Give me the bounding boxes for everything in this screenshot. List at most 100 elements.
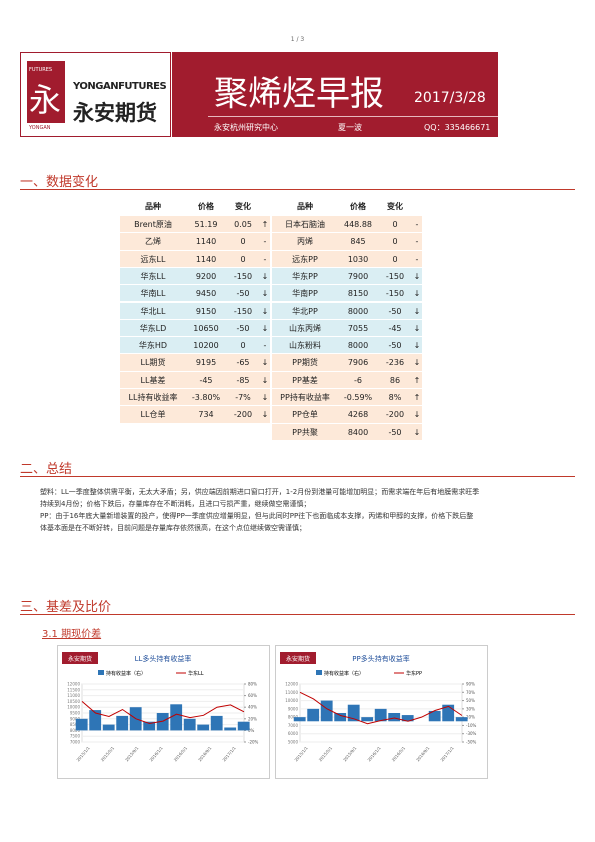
table-cell: 山东粉料: [289, 341, 321, 351]
section-rule: [20, 614, 575, 615]
table-header: 价格: [198, 202, 214, 211]
table-row-bg: [272, 233, 422, 250]
table-cell: -50: [236, 323, 250, 333]
table-cell: -: [263, 254, 267, 264]
table-cell: -150: [233, 306, 253, 316]
table-cell: 远东PP: [292, 254, 318, 264]
table-cell: -: [263, 237, 267, 247]
table-cell: -150: [233, 271, 253, 281]
table-cell: ↓: [413, 323, 421, 333]
section-heading: 一、数据变化: [20, 175, 99, 190]
chart-logo: [280, 652, 316, 664]
table-cell: ↓: [261, 393, 269, 402]
legend-label: 华东PP: [406, 670, 422, 677]
x-tick-label: 2017/1/1: [221, 745, 237, 762]
legend-swatch: [316, 670, 322, 675]
table-cell: ↓: [413, 306, 421, 316]
table-row-bg: [120, 285, 270, 302]
table-cell: 8000: [347, 341, 369, 351]
table-cell: ↓: [261, 289, 269, 299]
y2-tick-label: 70%: [466, 690, 475, 695]
yield-bar: [156, 713, 169, 731]
table-cell: 华东LD: [139, 323, 167, 333]
table-row-bg: [272, 267, 422, 285]
y-tick-label: 12000: [67, 682, 80, 687]
y2-tick-label: 90%: [466, 682, 475, 687]
table-cell: 8400: [347, 427, 369, 437]
table-cell: -7%: [235, 393, 251, 402]
section-heading: 二、总结: [20, 462, 73, 477]
table-cell: -50: [388, 306, 402, 316]
y-tick-label: 6000: [288, 731, 299, 736]
x-tick-label: 2015/5/1: [100, 745, 116, 762]
logo-futures: FUTURES: [29, 67, 53, 73]
table-row-bg: [272, 337, 422, 354]
table-cell: 10200: [193, 341, 219, 351]
table-cell: LL基差: [140, 375, 166, 385]
yield-bar: [293, 717, 306, 722]
y-tick-label: 12000: [285, 682, 298, 687]
y2-tick-label: 0%: [248, 728, 255, 733]
table-cell: 华东PP: [292, 271, 318, 281]
table-cell: -6: [354, 375, 362, 385]
price-line: [299, 691, 463, 725]
table-cell: 0: [240, 254, 246, 264]
author: 夏一波: [338, 123, 362, 132]
yield-bar: [170, 704, 183, 731]
chart-logo-text: 永安期货: [68, 655, 92, 663]
table-cell: 远东LL: [140, 254, 166, 264]
table-cell: 845: [350, 237, 366, 247]
yield-bar: [183, 718, 196, 731]
table-cell: 10650: [193, 323, 219, 333]
table-cell: LL持有收益率: [128, 393, 178, 402]
table-cell: -200: [233, 410, 253, 420]
table-cell: PP基差: [292, 375, 318, 385]
table-row-bg: [272, 371, 422, 388]
table-cell: -45: [199, 375, 213, 385]
chart-logo-text: 永安期货: [286, 655, 310, 663]
subsection-heading: 3.1 期现价差: [42, 629, 102, 640]
table-cell: 1030: [347, 254, 369, 264]
table-cell: -0.59%: [343, 393, 373, 402]
y2-tick-label: -30%: [466, 731, 477, 736]
page-number: 1 / 3: [290, 36, 305, 43]
yield-bar: [307, 708, 320, 722]
table-cell: ↓: [413, 410, 421, 420]
y-tick-label: 10000: [67, 705, 80, 710]
yield-bar: [334, 713, 347, 722]
legend-label: 持有收益率（右）: [106, 670, 146, 677]
yield-bar: [347, 704, 360, 722]
y-tick-label: 8000: [70, 728, 81, 733]
table-row-bg: [272, 216, 422, 233]
y-tick-label: 7500: [70, 734, 81, 739]
y2-tick-label: 80%: [248, 682, 257, 687]
table-cell: -236: [385, 358, 405, 368]
table-cell: 华东LL: [140, 271, 166, 281]
table-cell: 0.05: [234, 220, 252, 229]
y2-tick-label: -10%: [466, 723, 477, 728]
table-row-bg: [120, 267, 270, 285]
logo-char: 永: [29, 81, 62, 119]
qq: QQ：335466671: [424, 123, 491, 132]
y2-tick-label: 40%: [248, 705, 257, 710]
table-row-bg: [272, 423, 422, 440]
table-cell: 9150: [195, 306, 217, 316]
table-cell: ↓: [261, 271, 269, 281]
x-tick-label: 2015/9/1: [124, 745, 140, 762]
table-cell: 9200: [195, 271, 217, 281]
table-cell: 1140: [195, 254, 217, 264]
date: 2017/3/28: [414, 90, 486, 106]
y-tick-label: 5000: [288, 740, 299, 745]
table-cell: 华东HD: [138, 341, 168, 351]
summary-paragraph: 塑料：LL一季度整体供需平衡，无太大矛盾；另，供应端因前期进口窗口打开，1-2月…: [40, 488, 480, 508]
y-tick-label: 7000: [288, 723, 299, 728]
yield-bar: [388, 713, 401, 722]
table-row-bg: [120, 250, 270, 267]
table-row-bg: [120, 319, 270, 337]
table-cell: Brent原油: [134, 220, 172, 229]
table-cell: 华南PP: [292, 289, 318, 299]
logo-sub: YONGAN: [29, 125, 51, 131]
table-cell: 1140: [195, 237, 217, 247]
